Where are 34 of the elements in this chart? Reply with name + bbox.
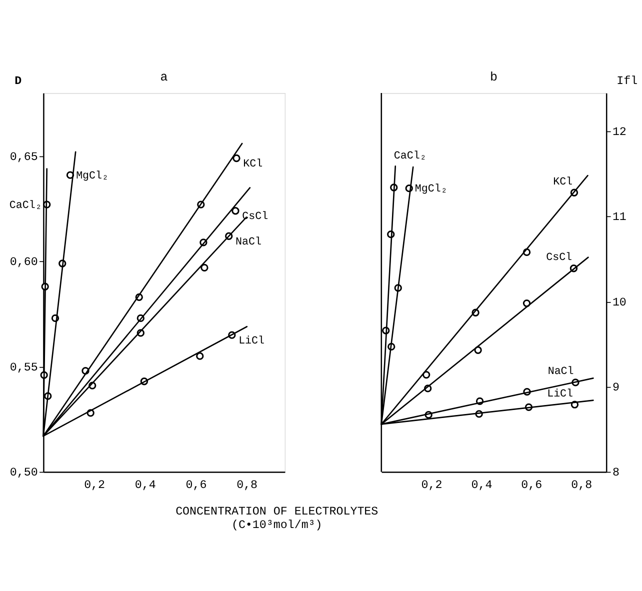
series-label: CsCl bbox=[242, 211, 268, 224]
x-tick-label: 0,6 bbox=[186, 479, 207, 492]
series-label: KCl bbox=[553, 176, 573, 188]
series-label: LiCl bbox=[547, 388, 574, 400]
x-tick-label: 0,8 bbox=[571, 479, 592, 492]
y-axis-title: Ifl bbox=[616, 75, 638, 88]
x-tick-label: 0,2 bbox=[84, 479, 106, 492]
series-label: CsCl bbox=[546, 252, 572, 264]
x-tick-label: 0,8 bbox=[236, 479, 258, 492]
y-axis-title: D bbox=[14, 75, 22, 88]
x-axis-title: CONCENTRATION OF ELECTROLYTES (C•10³mol/m³) bbox=[176, 506, 378, 532]
series-label: CaCl₂ bbox=[9, 200, 42, 212]
series-label: MgCl₂ bbox=[414, 184, 448, 196]
chart-title: b bbox=[490, 70, 498, 84]
y-tick-label: 12 bbox=[612, 126, 626, 140]
series-label: NaCl bbox=[236, 236, 262, 248]
y-tick-label: 9 bbox=[612, 381, 620, 394]
y-tick-label: 10 bbox=[612, 296, 626, 310]
series-label: NaCl bbox=[548, 366, 574, 378]
series-label: LiCl bbox=[238, 335, 265, 348]
y-tick-label: 0,60 bbox=[10, 256, 38, 270]
x-tick-label: 0,6 bbox=[521, 479, 542, 492]
x-tick-label: 0,2 bbox=[421, 479, 442, 492]
series-label: MgCl₂ bbox=[76, 170, 109, 182]
y-tick-label: 0,65 bbox=[10, 150, 38, 164]
x-tick-label: 0,4 bbox=[471, 479, 492, 492]
chart-title: a bbox=[160, 70, 168, 84]
y-tick-label: 11 bbox=[612, 211, 626, 224]
y-tick-label: 0,55 bbox=[10, 361, 38, 374]
text: CaCl₂ bbox=[394, 150, 426, 162]
series-label: KCl bbox=[243, 158, 263, 171]
x-tick-label: 0,4 bbox=[134, 479, 156, 492]
y-tick-label: 8 bbox=[612, 466, 620, 480]
y-tick-label: 0,50 bbox=[10, 466, 38, 480]
